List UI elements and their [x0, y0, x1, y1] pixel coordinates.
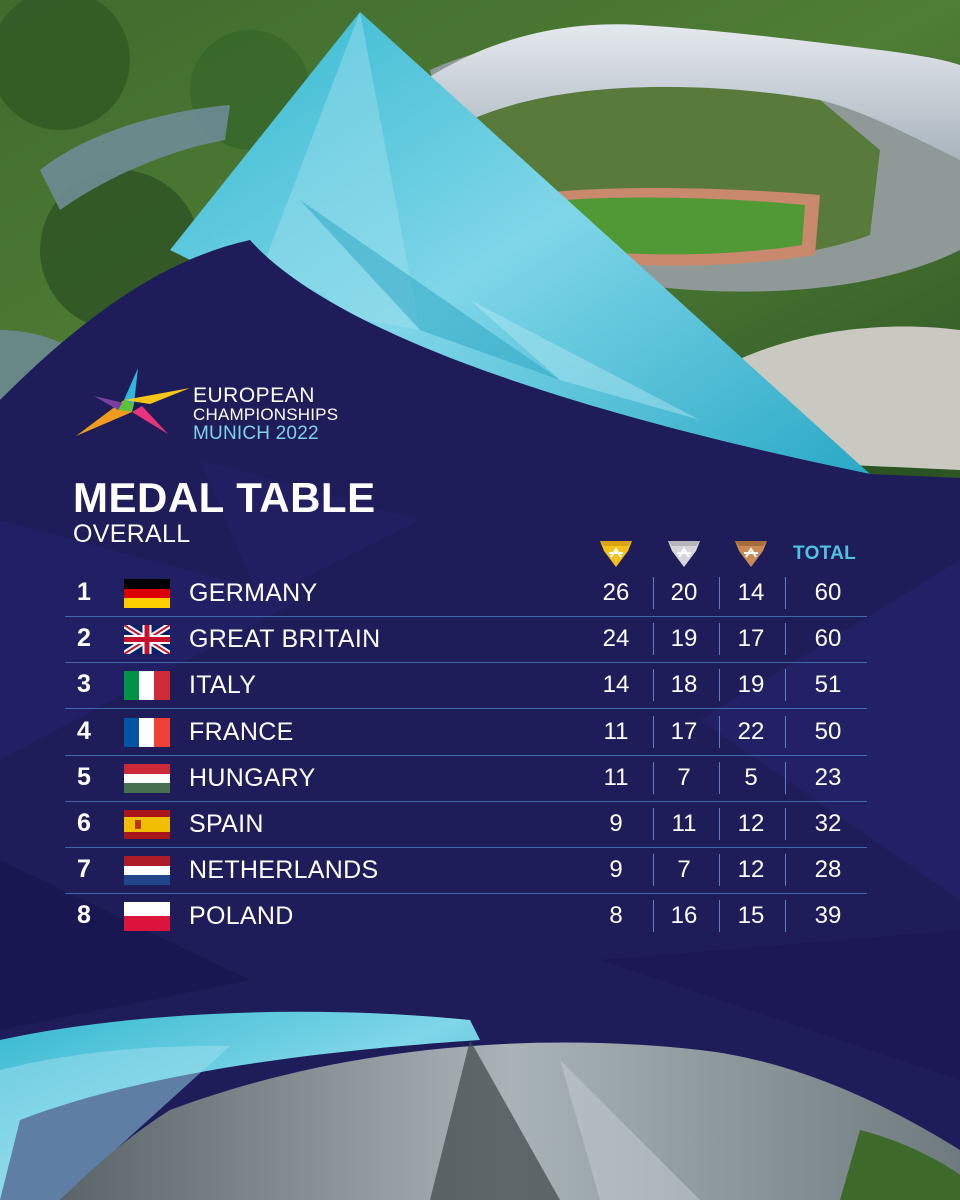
gold-count: 11	[603, 764, 629, 791]
gold-count: 9	[609, 810, 623, 837]
gold-count: 11	[603, 718, 629, 745]
silver-count: 7	[677, 764, 691, 791]
rank: 3	[77, 670, 91, 698]
hungary-flag-icon	[124, 764, 170, 793]
logo-line-1: EUROPEAN	[193, 384, 315, 407]
gold-count: 14	[602, 671, 630, 698]
country-name: SPAIN	[189, 810, 264, 838]
germany-flag-icon	[124, 579, 170, 608]
rank: 1	[77, 578, 91, 606]
silver-count: 18	[670, 671, 698, 698]
total-column-header: TOTAL	[793, 543, 857, 564]
table-row: 5 HUNGARY 11 7 5 23	[65, 756, 867, 802]
country-name: ITALY	[189, 671, 257, 699]
european-championships-logo: EUROPEAN CHAMPIONSHIPS MUNICH 2022	[72, 366, 338, 446]
total-count: 32	[814, 810, 842, 837]
country-name: HUNGARY	[189, 764, 316, 792]
country-name: GERMANY	[189, 579, 318, 607]
great-britain-flag-icon	[124, 625, 170, 654]
row-divider	[65, 755, 867, 756]
country-name: GREAT BRITAIN	[189, 625, 381, 653]
bronze-count: 22	[737, 718, 765, 745]
bronze-count: 12	[737, 810, 765, 837]
table-row: 8 POLAND 8 16 15 39	[65, 894, 867, 940]
bronze-count: 15	[737, 902, 765, 929]
rank: 4	[77, 717, 91, 745]
gold-count: 26	[602, 579, 630, 606]
row-divider	[65, 616, 867, 617]
bronze-count: 19	[737, 671, 765, 698]
silver-count: 19	[670, 625, 698, 652]
silver-count: 20	[670, 579, 698, 606]
table-row: 6 SPAIN 9 11 12 32	[65, 802, 867, 848]
bronze-count: 14	[737, 579, 765, 606]
france-flag-icon	[124, 718, 170, 747]
bronze-count: 12	[737, 856, 765, 883]
row-divider	[65, 662, 867, 663]
bronze-count: 5	[744, 764, 758, 791]
silver-medal-icon	[668, 541, 700, 567]
silver-count: 16	[670, 902, 698, 929]
gold-count: 24	[602, 625, 630, 652]
bronze-medal-icon	[735, 541, 767, 567]
table-row: 7 NETHERLANDS 9 7 12 28	[65, 848, 867, 894]
row-divider	[65, 801, 867, 802]
netherlands-flag-icon	[124, 856, 170, 885]
rank: 5	[77, 763, 91, 791]
spain-flag-icon	[124, 810, 170, 839]
table-row: 1 GERMANY 26 20 14 60	[65, 571, 867, 617]
rank: 6	[77, 809, 91, 837]
gold-count: 9	[609, 856, 623, 883]
total-count: 50	[814, 718, 842, 745]
star-logo-icon	[76, 368, 190, 436]
total-count: 60	[814, 625, 842, 652]
page-subtitle: OVERALL	[73, 520, 191, 548]
bronze-count: 17	[737, 625, 765, 652]
silver-count: 7	[677, 856, 691, 883]
row-divider	[65, 847, 867, 848]
country-name: POLAND	[189, 902, 294, 930]
rank: 2	[77, 624, 91, 652]
total-count: 39	[814, 902, 842, 929]
table-row: 3 ITALY 14 18 19 51	[65, 663, 867, 709]
rank: 8	[77, 901, 91, 929]
row-divider	[65, 893, 867, 894]
poland-flag-icon	[124, 902, 170, 931]
gold-count: 8	[609, 902, 623, 929]
country-name: NETHERLANDS	[189, 856, 379, 884]
row-divider	[65, 708, 867, 709]
logo-line-3: MUNICH 2022	[193, 423, 319, 444]
total-count: 51	[814, 671, 842, 698]
page-title: MEDAL TABLE	[73, 474, 376, 521]
silver-count: 11	[671, 810, 697, 837]
logo-line-2: CHAMPIONSHIPS	[193, 405, 339, 424]
rank: 7	[77, 855, 91, 883]
gold-medal-icon	[600, 541, 632, 567]
total-count: 60	[814, 579, 842, 606]
silver-count: 17	[670, 718, 698, 745]
table-row: 4 FRANCE 11 17 22 50	[65, 710, 867, 756]
italy-flag-icon	[124, 671, 170, 700]
country-name: FRANCE	[189, 718, 294, 746]
total-count: 23	[814, 764, 842, 791]
table-row: 2 GREAT BRITAIN 24 19 17 60	[65, 617, 867, 663]
total-count: 28	[814, 856, 842, 883]
